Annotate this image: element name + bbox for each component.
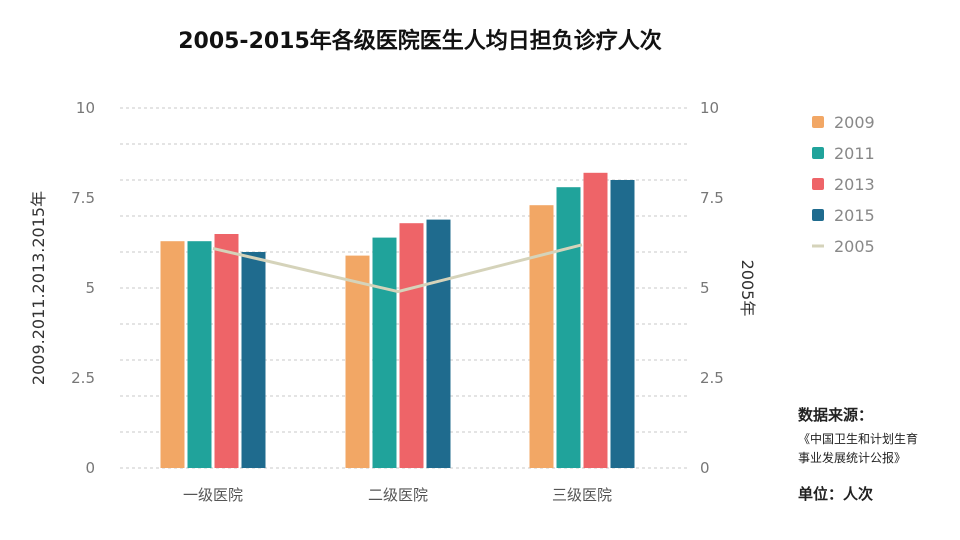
legend-label-2005: 2005	[834, 237, 875, 256]
y-tick-left: 5	[85, 279, 95, 297]
bar-2013-2	[583, 172, 608, 469]
source-heading: 数据来源：	[798, 406, 873, 424]
y-axis-right-title: 2005年	[738, 260, 757, 317]
y-tick-right: 7.5	[700, 189, 724, 207]
source-line-2: 事业发展统计公报》	[798, 450, 906, 465]
category-label: 一级医院	[183, 486, 243, 504]
bar-2009-2	[529, 205, 554, 468]
legend: 2009 2011 2013 2015 2005	[812, 113, 875, 256]
bars	[160, 172, 635, 469]
bar-2009-0	[160, 241, 185, 468]
legend-label-2013: 2013	[834, 175, 875, 194]
bar-2011-1	[372, 237, 397, 468]
legend-label-2009: 2009	[834, 113, 875, 132]
chart-title: 2005-2015年各级医院医生人均日担负诊疗人次	[178, 28, 662, 54]
y-axis-right-ticks: 0 2.5 5 7.5 10	[700, 99, 724, 477]
legend-label-2011: 2011	[834, 144, 875, 163]
line-series	[212, 243, 583, 294]
bar-2013-0	[214, 234, 239, 468]
y-tick-left: 7.5	[71, 189, 95, 207]
y-axis-left-ticks: 0 2.5 5 7.5 10	[71, 99, 95, 477]
bar-2015-0	[241, 252, 266, 468]
unit-label: 单位：人次	[798, 485, 873, 503]
y-tick-left: 2.5	[71, 369, 95, 387]
legend-label-2015: 2015	[834, 206, 875, 225]
category-label: 二级医院	[368, 486, 428, 504]
category-labels: 一级医院 二级医院 三级医院	[183, 486, 612, 504]
bar-2011-0	[187, 241, 212, 468]
legend-swatch-2009	[812, 116, 824, 128]
legend-swatch-2015	[812, 209, 824, 221]
source-line-1: 《中国卫生和计划生育	[798, 431, 918, 446]
y-tick-left: 0	[85, 459, 95, 477]
line-2005	[212, 243, 583, 294]
bar-2009-1	[345, 255, 370, 468]
y-tick-right: 2.5	[700, 369, 724, 387]
category-label: 三级医院	[552, 486, 612, 504]
bar-2013-1	[399, 223, 424, 468]
y-tick-right: 0	[700, 459, 710, 477]
y-axis-left-title: 2009.2011.2013.2015年	[29, 191, 48, 385]
bar-2015-1	[426, 219, 451, 468]
legend-swatch-2005	[812, 244, 824, 248]
legend-swatch-2011	[812, 147, 824, 159]
legend-swatch-2013	[812, 178, 824, 190]
y-tick-right: 5	[700, 279, 710, 297]
bar-2011-2	[556, 187, 581, 468]
bar-2015-2	[610, 180, 635, 468]
y-tick-left: 10	[76, 99, 95, 117]
y-tick-right: 10	[700, 99, 719, 117]
